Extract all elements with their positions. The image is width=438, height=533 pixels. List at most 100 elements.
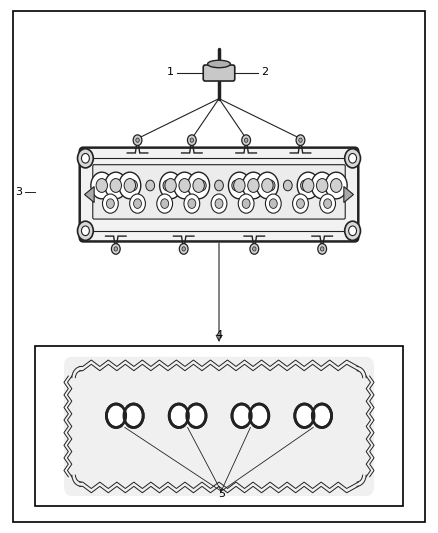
Circle shape [198,180,206,191]
Circle shape [297,199,304,208]
Ellipse shape [208,60,230,68]
FancyBboxPatch shape [64,357,374,496]
Circle shape [297,172,319,199]
Circle shape [188,199,196,208]
Circle shape [102,194,118,213]
Circle shape [180,180,189,191]
Circle shape [161,199,169,208]
Circle shape [193,179,204,192]
Circle shape [283,180,292,191]
Circle shape [215,199,223,208]
FancyBboxPatch shape [310,406,317,426]
Circle shape [244,138,248,142]
Text: 5: 5 [218,489,225,499]
FancyBboxPatch shape [93,165,345,219]
Circle shape [249,180,258,191]
Circle shape [124,179,135,192]
Circle shape [129,180,138,191]
FancyBboxPatch shape [80,148,358,241]
Circle shape [318,244,327,254]
Circle shape [318,180,327,191]
Circle shape [257,172,279,199]
Circle shape [190,138,194,142]
Circle shape [105,172,127,199]
Circle shape [134,199,141,208]
Circle shape [331,179,342,192]
Circle shape [215,180,223,191]
Polygon shape [344,187,353,203]
Circle shape [243,172,265,199]
Circle shape [250,404,269,427]
Circle shape [242,199,250,208]
Circle shape [114,247,117,251]
Circle shape [269,199,277,208]
Circle shape [146,180,155,191]
Circle shape [179,244,188,254]
Circle shape [157,194,173,213]
Circle shape [96,179,107,192]
Circle shape [187,404,206,427]
FancyBboxPatch shape [247,406,254,426]
FancyBboxPatch shape [121,406,128,426]
Circle shape [159,172,181,199]
Circle shape [91,172,113,199]
Circle shape [110,179,121,192]
Circle shape [349,154,357,163]
Circle shape [295,404,314,427]
Circle shape [78,149,93,168]
Circle shape [265,194,281,213]
Circle shape [133,135,142,146]
Circle shape [232,180,240,191]
Circle shape [187,172,209,199]
Circle shape [78,221,93,240]
Circle shape [165,179,176,192]
Circle shape [325,172,347,199]
Text: 4: 4 [215,330,223,340]
Circle shape [169,404,188,427]
Circle shape [324,199,332,208]
Circle shape [81,226,89,236]
Circle shape [81,154,89,163]
Text: 2: 2 [261,67,268,77]
Circle shape [248,179,259,192]
Circle shape [293,194,308,213]
Circle shape [211,194,227,213]
Circle shape [345,221,360,240]
Circle shape [119,172,141,199]
Circle shape [229,172,251,199]
Text: 3: 3 [15,187,22,197]
Bar [35,346,403,506]
Circle shape [111,180,120,191]
Circle shape [111,244,120,254]
Circle shape [345,149,360,168]
Circle shape [163,180,172,191]
Circle shape [321,247,324,251]
Circle shape [136,138,139,142]
Circle shape [349,226,357,236]
Circle shape [250,244,259,254]
FancyBboxPatch shape [184,406,191,426]
Text: 1: 1 [167,67,174,77]
Circle shape [124,404,143,427]
Circle shape [106,199,114,208]
Circle shape [106,404,126,427]
Circle shape [253,247,256,251]
Circle shape [242,135,251,146]
FancyBboxPatch shape [203,65,235,81]
Circle shape [184,194,200,213]
Circle shape [238,194,254,213]
Circle shape [266,180,275,191]
Polygon shape [85,187,94,203]
Circle shape [182,247,185,251]
Circle shape [130,194,145,213]
Circle shape [303,179,314,192]
Circle shape [320,194,336,213]
Circle shape [179,179,190,192]
Circle shape [300,180,309,191]
Circle shape [296,135,305,146]
Circle shape [173,172,195,199]
Circle shape [311,172,333,199]
Circle shape [232,404,251,427]
Circle shape [234,179,245,192]
Circle shape [317,179,328,192]
